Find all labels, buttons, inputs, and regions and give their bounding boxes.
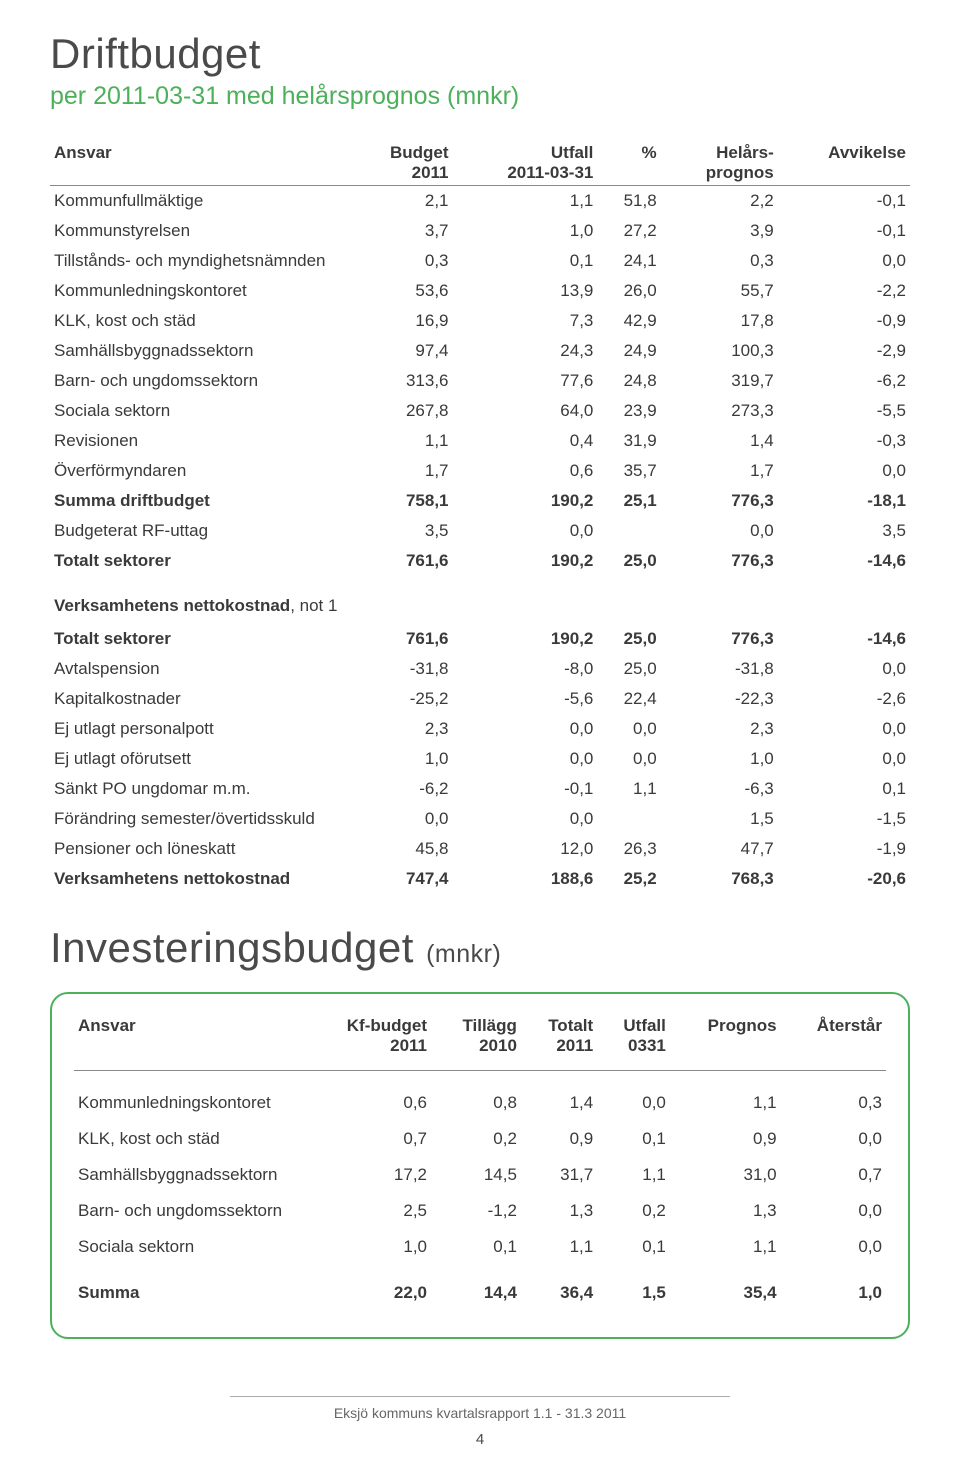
invest-h-tillagg: Tillägg2010	[431, 1014, 521, 1071]
table-row: Kommunledningskontoret0,60,81,40,01,10,3	[74, 1071, 886, 1122]
table-row: Summa driftbudget758,1190,225,1776,3-18,…	[50, 486, 910, 516]
invest-h-totalt: Totalt2011	[521, 1014, 597, 1071]
table-row: KLK, kost och städ16,97,342,917,8-0,9	[50, 306, 910, 336]
table-row: Tillstånds- och myndighetsnämnden0,30,12…	[50, 246, 910, 276]
drift-h-ansvar: Ansvar	[50, 141, 350, 186]
table-row: Ej utlagt oförutsett1,00,00,01,00,0	[50, 744, 910, 774]
drift-table: Ansvar Budget2011 Utfall2011-03-31 % Hel…	[50, 141, 910, 894]
invest-box: Ansvar Kf-budget2011 Tillägg2010 Totalt2…	[50, 992, 910, 1339]
drift-totalt-row: Totalt sektorer 761,6 190,2 25,0 776,3 -…	[50, 546, 910, 576]
table-row: Sociala sektorn1,00,11,10,11,10,0	[74, 1229, 886, 1265]
footer-text: Eksjö kommuns kvartalsrapport 1.1 - 31.3…	[0, 1405, 960, 1421]
drift-h-utfall: Utfall2011-03-31	[453, 141, 598, 186]
drift-h-budget: Budget2011	[350, 141, 453, 186]
table-row: Sänkt PO ungdomar m.m.-6,2-0,11,1-6,30,1	[50, 774, 910, 804]
invest-h-utfall: Utfall0331	[597, 1014, 670, 1071]
page-number: 4	[0, 1431, 960, 1448]
drift-h-prognos: Helårs-prognos	[661, 141, 778, 186]
invest-h-prognos: Prognos	[670, 1014, 781, 1071]
table-row: Kapitalkostnader-25,2-5,622,4-22,3-2,6	[50, 684, 910, 714]
invest-h-kfbudget: Kf-budget2011	[304, 1014, 431, 1071]
table-row: Barn- och ungdomssektorn313,677,624,8319…	[50, 366, 910, 396]
table-row: Sociala sektorn267,864,023,9273,3-5,5	[50, 396, 910, 426]
drift-netto-row: Verksamhetens nettokostnad 747,4 188,6 2…	[50, 864, 910, 894]
table-row: Kommunstyrelsen3,71,027,23,9-0,1	[50, 216, 910, 246]
table-row: Samhällsbyggnadssektorn17,214,531,71,131…	[74, 1157, 886, 1193]
table-row: Totalt sektorer761,6190,225,0776,3-14,6	[50, 624, 910, 654]
drift-h-percent: %	[597, 141, 660, 186]
table-row: KLK, kost och städ0,70,20,90,10,90,0	[74, 1121, 886, 1157]
page-title: Driftbudget	[50, 30, 910, 78]
table-row: Förändring semester/övertidsskuld0,00,01…	[50, 804, 910, 834]
table-row: Pensioner och löneskatt45,812,026,347,7-…	[50, 834, 910, 864]
table-row: Samhällsbyggnadssektorn97,424,324,9100,3…	[50, 336, 910, 366]
table-row: Barn- och ungdomssektorn2,5-1,21,30,21,3…	[74, 1193, 886, 1229]
page-footer: Eksjö kommuns kvartalsrapport 1.1 - 31.3…	[0, 1396, 960, 1448]
drift-section2-head: Verksamhetens nettokostnad, not 1	[50, 576, 910, 624]
table-row: Kommunledningskontoret53,613,926,055,7-2…	[50, 276, 910, 306]
invest-table: Ansvar Kf-budget2011 Tillägg2010 Totalt2…	[74, 1014, 886, 1311]
table-row: Revisionen1,10,431,91,4-0,3	[50, 426, 910, 456]
invest-sum-row: Summa 22,0 14,4 36,4 1,5 35,4 1,0	[74, 1265, 886, 1311]
table-row: Ej utlagt personalpott2,30,00,02,30,0	[50, 714, 910, 744]
table-row: Överförmyndaren1,70,635,71,70,0	[50, 456, 910, 486]
table-row: Budgeterat RF-uttag3,50,00,03,5	[50, 516, 910, 546]
page-subtitle: per 2011-03-31 med helårsprognos (mnkr)	[50, 82, 910, 111]
table-row: Avtalspension-31,8-8,025,0-31,80,0	[50, 654, 910, 684]
drift-h-avvikelse: Avvikelse	[778, 141, 910, 186]
invest-h-ansvar: Ansvar	[74, 1014, 304, 1071]
table-row: Kommunfullmäktige2,11,151,82,2-0,1	[50, 186, 910, 217]
invest-title: Investeringsbudget (mnkr)	[50, 924, 910, 972]
invest-h-aterstar: Återstår	[781, 1014, 886, 1071]
